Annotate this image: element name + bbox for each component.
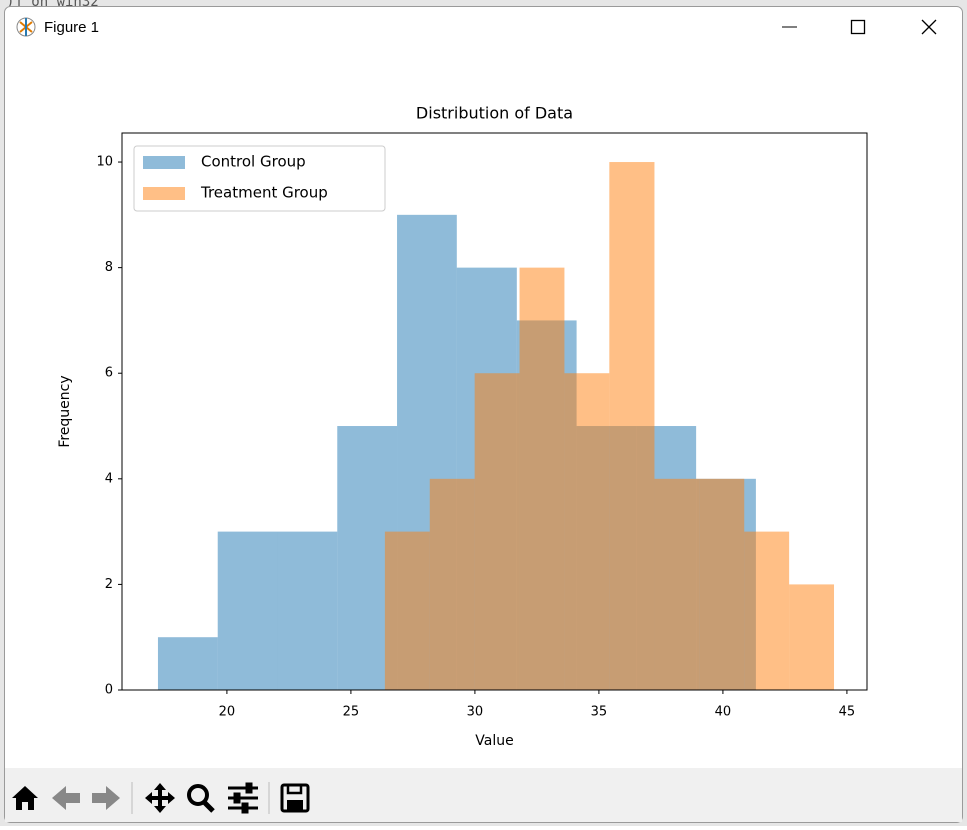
plot: 20 25 30 35 40 45 0 2 4 6 8 10 Distribution of Data V… — [57, 104, 868, 749]
histogram-bar — [564, 373, 610, 690]
histogram-bar — [519, 267, 565, 690]
save-button[interactable] — [280, 783, 310, 813]
y-tick-label: 6 — [105, 366, 113, 381]
y-tick-label: 10 — [96, 155, 113, 170]
background-text: )] on win32 — [6, 0, 99, 10]
legend-box — [133, 145, 386, 212]
histogram-bar — [609, 162, 655, 691]
histogram-bar — [217, 531, 278, 690]
toolbar — [5, 768, 962, 822]
y-tick-label: 8 — [105, 260, 113, 275]
x-tick-label: 40 — [715, 705, 732, 720]
histogram-bar — [699, 478, 745, 690]
x-axis-label: Value — [475, 733, 513, 749]
y-tick-label: 0 — [105, 683, 113, 698]
histogram-bar — [474, 373, 520, 690]
histogram-bar — [789, 584, 835, 690]
legend-label: Treatment Group — [200, 184, 328, 202]
chart-title: Distribution of Data — [416, 104, 573, 123]
y-axis-label: Frequency — [57, 375, 73, 447]
y-tick-label: 4 — [105, 471, 113, 486]
histogram-bar — [744, 531, 790, 690]
legend: Control Group Treatment Group — [133, 145, 386, 212]
close-button[interactable] — [903, 8, 959, 46]
histogram-bar — [277, 531, 338, 690]
minimize-button[interactable] — [765, 8, 815, 46]
legend-label: Control Group — [201, 153, 306, 171]
legend-swatch — [143, 156, 185, 169]
app-icon — [16, 17, 36, 37]
axes-frame — [121, 132, 868, 691]
forward-button[interactable] — [92, 786, 120, 810]
zoom-button[interactable] — [187, 784, 215, 813]
maximize-button[interactable] — [833, 8, 883, 46]
window-title: Figure 1 — [44, 19, 99, 36]
x-tick-label: 30 — [467, 705, 484, 720]
histogram-bar — [654, 478, 700, 690]
home-button[interactable] — [12, 786, 38, 810]
x-tick-label: 20 — [219, 705, 236, 720]
histogram-bar — [384, 531, 430, 690]
legend-swatch — [143, 187, 185, 200]
x-tick-label: 45 — [839, 705, 856, 720]
histogram-bar — [157, 637, 218, 690]
back-button[interactable] — [52, 786, 80, 810]
x-tick-label: 35 — [591, 705, 608, 720]
y-tick-label: 2 — [105, 577, 113, 592]
x-tick-label: 25 — [343, 705, 360, 720]
histogram-bar — [429, 478, 475, 690]
configure-button[interactable] — [228, 782, 258, 814]
pan-button[interactable] — [145, 783, 175, 813]
